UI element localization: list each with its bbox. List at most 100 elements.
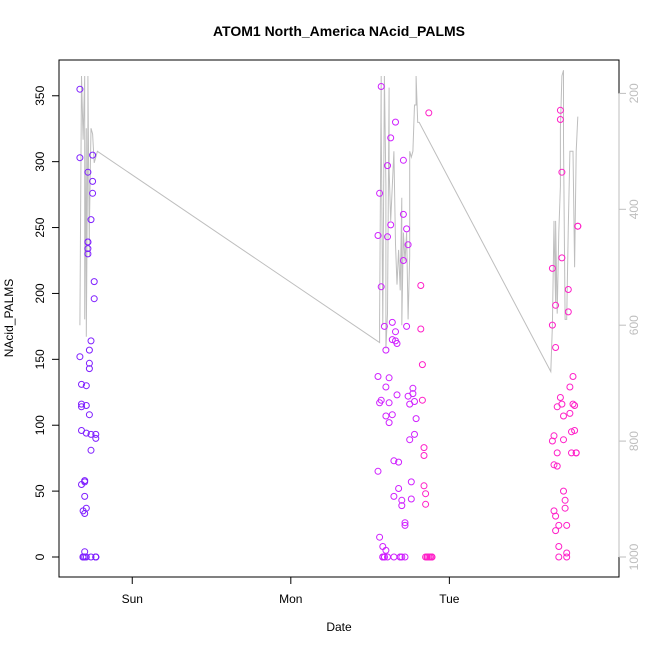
data-point — [412, 415, 420, 423]
data-point — [563, 521, 571, 529]
data-point — [418, 361, 426, 369]
data-point — [563, 553, 571, 561]
data-point — [561, 496, 569, 504]
data-point — [87, 446, 95, 454]
data-point — [388, 411, 396, 419]
data-point — [374, 373, 382, 380]
data-point — [406, 436, 414, 444]
y-tick-label: 350 — [33, 85, 47, 105]
data-point — [385, 374, 393, 382]
data-point — [558, 400, 566, 408]
data-point — [92, 430, 100, 438]
data-point — [385, 399, 393, 407]
data-point — [550, 461, 558, 469]
data-point — [380, 553, 388, 561]
data-point — [377, 283, 385, 291]
data-point — [376, 533, 384, 541]
data-point — [85, 346, 93, 354]
data-point — [384, 233, 391, 241]
data-point — [411, 430, 418, 438]
data-point — [87, 553, 95, 561]
data-point — [401, 521, 409, 529]
data-point — [403, 322, 411, 330]
data-point — [398, 496, 406, 504]
right-tick-label: 800 — [627, 431, 641, 451]
data-point — [387, 134, 395, 142]
data-point — [420, 452, 428, 459]
data-point — [82, 429, 90, 437]
data-point — [390, 553, 398, 561]
data-point — [563, 549, 571, 557]
data-point — [422, 490, 430, 498]
data-point — [550, 432, 558, 440]
data-point — [85, 359, 93, 367]
data-point — [76, 353, 84, 361]
data-point — [89, 189, 97, 197]
right-tick-label: 1000 — [627, 543, 641, 570]
data-point — [376, 189, 384, 197]
data-point — [407, 478, 415, 486]
data-point — [81, 492, 89, 500]
data-point — [566, 409, 574, 417]
data-point — [377, 83, 385, 90]
data-point — [569, 373, 577, 380]
data-point — [552, 301, 560, 309]
data-point — [395, 458, 403, 466]
data-point — [422, 500, 430, 508]
data-point — [564, 286, 572, 293]
y-tick-label: 0 — [33, 553, 47, 560]
data-point — [388, 336, 396, 344]
data-point — [552, 344, 560, 351]
data-point — [556, 106, 564, 114]
pressure-series — [79, 70, 579, 374]
data-point — [382, 346, 390, 354]
data-point — [399, 257, 407, 264]
data-point — [553, 449, 561, 457]
data-point — [401, 553, 409, 561]
data-point — [393, 340, 401, 347]
data-point — [560, 436, 567, 444]
chart-title: ATOM1 North_America NAcid_PALMS — [213, 23, 465, 39]
data-point — [87, 216, 95, 224]
data-point — [552, 527, 560, 535]
data-point — [552, 512, 560, 520]
data-point — [395, 485, 403, 492]
data-point — [404, 241, 412, 249]
data-point — [84, 168, 92, 176]
data-point — [90, 295, 98, 303]
data-point — [398, 502, 406, 510]
data-point — [555, 543, 563, 550]
x-axis: Sun Mon Tue — [122, 577, 460, 606]
data-point — [420, 444, 428, 452]
data-point — [399, 156, 407, 164]
y-tick-label: 100 — [33, 415, 47, 435]
data-point — [87, 337, 95, 345]
data-point — [390, 457, 398, 465]
y-tick-label: 250 — [33, 217, 47, 237]
data-point — [571, 402, 579, 409]
data-point — [82, 382, 90, 390]
data-point — [568, 449, 575, 457]
data-point — [382, 546, 390, 554]
x-tick-label: Sun — [122, 592, 143, 606]
data-point — [558, 168, 566, 176]
data-point — [564, 308, 572, 316]
data-point — [558, 254, 566, 262]
data-point — [87, 430, 95, 438]
data-point — [566, 383, 574, 391]
data-point — [84, 238, 92, 246]
data-point — [380, 322, 388, 330]
y-tick-label: 300 — [33, 151, 47, 171]
data-point — [76, 154, 84, 162]
right-tick-label: 400 — [627, 199, 641, 219]
data-point — [76, 85, 84, 93]
data-point — [548, 321, 556, 329]
data-point — [555, 521, 563, 529]
data-point — [560, 487, 567, 495]
data-point — [556, 116, 564, 123]
data-point — [403, 225, 411, 233]
data-point — [409, 384, 417, 392]
pressure-line — [79, 70, 579, 374]
right-axis: 1000 800 600 400 200 — [618, 83, 641, 570]
data-point — [84, 250, 92, 258]
